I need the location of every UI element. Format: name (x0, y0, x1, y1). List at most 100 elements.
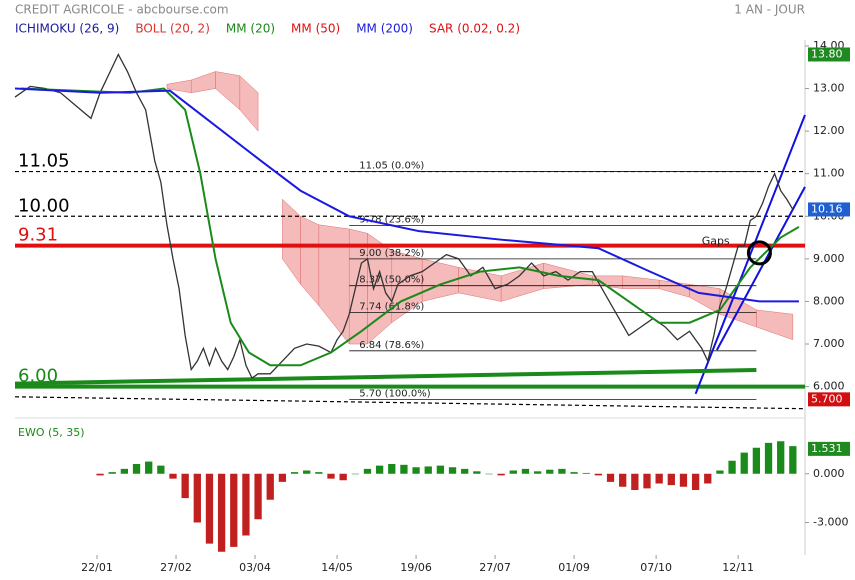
fib-label: 5.70 (100.0%) (359, 388, 430, 399)
x-tick-label: 14/05 (321, 561, 353, 574)
fib-label: 11.05 (0.0%) (359, 161, 424, 172)
legend-entry: BOLL (20, 2) (135, 22, 210, 36)
price-badge-label: 5.700 (811, 392, 843, 405)
ewo-bar (315, 472, 323, 474)
ewo-bar (691, 473, 700, 490)
legend-entry: ICHIMOKU (26, 9) (15, 22, 119, 36)
ewo-bar (473, 471, 481, 474)
ewo-bar (631, 473, 639, 490)
ewo-bar (120, 468, 129, 474)
level-label: 11.05 (18, 151, 70, 172)
ewo-bar (242, 473, 250, 536)
price-badge (808, 392, 850, 407)
ewo-bar (96, 473, 104, 476)
ewo-bar (704, 473, 712, 484)
ewo-bar (181, 473, 189, 499)
cloud (239, 75, 259, 132)
ewo-bar (655, 473, 663, 484)
ewo-bar (582, 472, 590, 474)
ewo-bar (667, 473, 675, 486)
ewo-bar (533, 471, 542, 474)
ewo-bar (546, 469, 554, 474)
ewo-bar (132, 464, 141, 474)
ewo-bar (497, 473, 505, 476)
y-tick-label: 9.000 (813, 252, 845, 265)
x-tick-label: 07/10 (640, 561, 672, 574)
legend-entry: SAR (0.02, 0.2) (429, 22, 520, 36)
trendline (14, 367, 757, 386)
price-line (14, 53, 794, 380)
price-badge-label: 1.531 (811, 442, 843, 455)
ewo-bar (290, 472, 299, 474)
ewo-bar (327, 473, 335, 479)
ewo-bar (424, 466, 432, 474)
chart-subtitle: 1 AN - JOUR (734, 3, 805, 17)
ewo-y-tick-label: 0.000 (813, 467, 845, 480)
moving-average (14, 87, 799, 303)
y-tick-label: 7.000 (813, 337, 845, 350)
ewo-bar (412, 467, 420, 474)
moving-average (21, 87, 800, 367)
legend-entry: MM (200) (356, 22, 413, 36)
y-tick-label: 13.00 (813, 82, 845, 95)
ewo-bar (169, 473, 177, 479)
ewo-bar (363, 468, 372, 474)
ewo-bar (752, 447, 761, 474)
ewo-bar (594, 473, 603, 476)
trendline (716, 186, 806, 351)
ewo-bar (606, 473, 615, 482)
ewo-bar (436, 465, 445, 474)
ewo-bar (205, 473, 214, 544)
ewo-bar (570, 472, 578, 474)
x-tick-label: 19/06 (400, 561, 432, 574)
price-badge-label: 10.16 (811, 202, 843, 215)
y-tick-label: 8.000 (813, 294, 845, 307)
ewo-bar (509, 470, 517, 474)
ewo-bar (351, 473, 359, 475)
ewo-bar (375, 465, 384, 474)
ewo-bar (740, 452, 748, 474)
x-tick-label: 22/01 (81, 561, 113, 574)
chart-title: CREDIT AGRICOLE - abcbourse.com (15, 3, 229, 17)
ewo-bar (716, 470, 724, 474)
ewo-bar (278, 473, 287, 482)
ewo-bar (558, 468, 566, 474)
x-tick-label: 01/09 (558, 561, 590, 574)
y-tick-label: 6.000 (813, 380, 845, 393)
ewo-bar (303, 470, 311, 474)
cloud (756, 309, 794, 341)
price-badge (808, 441, 850, 456)
ewo-bar (619, 473, 627, 487)
price-badge (808, 47, 850, 62)
fib-label: 9.00 (38.2%) (359, 248, 424, 259)
ewo-bar (400, 464, 408, 474)
annotation: Gaps (702, 234, 730, 247)
ewo-bar (777, 441, 785, 474)
fib-label: 7.74 (61.8%) (359, 301, 424, 312)
y-tick-label: 12.00 (813, 124, 845, 137)
trendline (14, 396, 806, 410)
ewo-bar (339, 473, 347, 481)
fib-label: 6.84 (78.6%) (359, 340, 424, 351)
fib-label: 9.78 (23.6%) (359, 215, 424, 226)
x-tick-label: 12/11 (722, 561, 754, 574)
price-badge (808, 202, 850, 217)
ewo-bar (521, 468, 530, 474)
y-tick-label: 11.00 (813, 167, 845, 180)
ewo-bar (254, 473, 262, 520)
ewo-bar (643, 473, 651, 489)
ewo-bar (230, 473, 238, 547)
ewo-bar (217, 473, 226, 552)
ewo-bar (485, 473, 493, 475)
ewo-bar (388, 464, 396, 474)
level-label: 9.31 (18, 225, 58, 246)
ewo-bar (266, 473, 274, 500)
ewo-bar (145, 461, 153, 474)
ewo-bar (679, 473, 688, 487)
ewo-bar (728, 460, 736, 474)
legend-entry: MM (20) (226, 22, 275, 36)
level-label: 10.00 (18, 195, 70, 216)
x-tick-label: 27/02 (160, 561, 192, 574)
ewo-bar (764, 442, 773, 474)
